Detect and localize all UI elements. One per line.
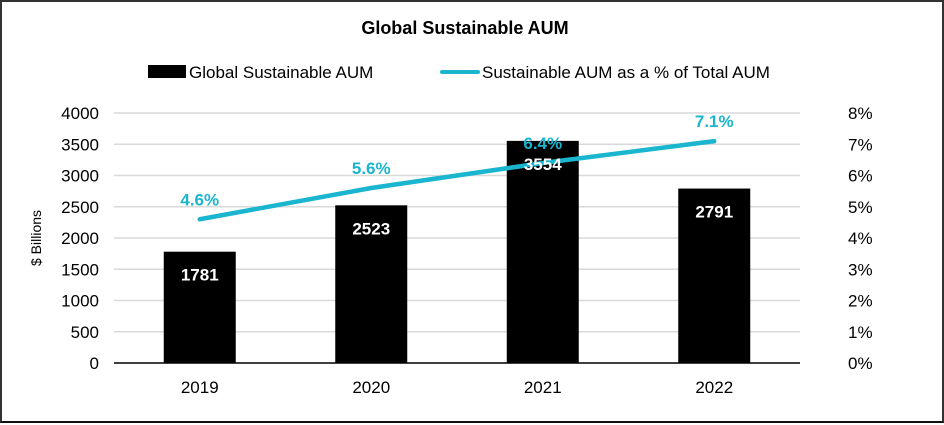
legend-swatch-bar <box>148 65 186 78</box>
x-axis: 2019 2020 2021 2022 <box>114 362 800 397</box>
y-tick-label: 4000 <box>61 104 99 123</box>
y-tick-label: 1000 <box>61 292 99 311</box>
line-path <box>197 138 717 222</box>
x-tick-label: 2019 <box>181 378 219 397</box>
y-tick-label: 3000 <box>61 167 99 186</box>
bar-labels: 1781 2523 3554 2791 <box>181 155 733 285</box>
y-tick-label: 1500 <box>61 260 99 279</box>
legend: Global Sustainable AUM Sustainable AUM a… <box>148 63 770 82</box>
line-data-label: 5.6% <box>352 159 391 178</box>
x-tick-label: 2020 <box>352 378 390 397</box>
y2-tick-label: 4% <box>848 229 873 248</box>
y2-tick-label: 1% <box>848 323 873 342</box>
bar-data-label: 2791 <box>695 203 733 222</box>
x-tick-label: 2022 <box>695 378 733 397</box>
y2-tick-label: 5% <box>848 198 873 217</box>
legend-label-bar: Global Sustainable AUM <box>189 63 373 82</box>
y-tick-label: 3500 <box>61 135 99 154</box>
y2-axis-ticks: 0% 1% 2% 3% 4% 5% 6% 7% 8% <box>848 104 873 373</box>
y2-tick-label: 0% <box>848 354 873 373</box>
y2-tick-label: 6% <box>848 167 873 186</box>
bar-data-label: 2523 <box>352 219 390 238</box>
y2-tick-label: 7% <box>848 135 873 154</box>
y-tick-label: 2000 <box>61 229 99 248</box>
bars <box>163 140 751 363</box>
line-data-label: 4.6% <box>180 190 219 209</box>
legend-swatch-line <box>440 70 480 74</box>
bar <box>163 251 236 363</box>
y-tick-label: 500 <box>71 323 99 342</box>
bar-data-label: 3554 <box>524 155 562 174</box>
y-tick-label: 0 <box>90 354 99 373</box>
legend-label-line: Sustainable AUM as a % of Total AUM <box>482 63 770 82</box>
x-tick-label: 2021 <box>524 378 562 397</box>
bar <box>506 140 579 363</box>
y-axis-label: $ Billions <box>28 210 44 266</box>
line-data-label: 6.4% <box>523 134 562 153</box>
bar-data-label: 1781 <box>181 266 219 285</box>
line-data-label: 7.1% <box>695 112 734 131</box>
y2-tick-label: 2% <box>848 292 873 311</box>
bar <box>335 205 408 363</box>
bar <box>678 188 751 363</box>
chart-title: Global Sustainable AUM <box>361 18 568 38</box>
y2-tick-label: 8% <box>848 104 873 123</box>
line-series <box>197 138 717 222</box>
y-axis-ticks: 0 500 1000 1500 2000 2500 3000 3500 4000 <box>61 104 99 373</box>
y2-tick-label: 3% <box>848 260 873 279</box>
line-labels: 4.6% 5.6% 6.4% 7.1% <box>180 112 733 209</box>
y-tick-label: 2500 <box>61 198 99 217</box>
